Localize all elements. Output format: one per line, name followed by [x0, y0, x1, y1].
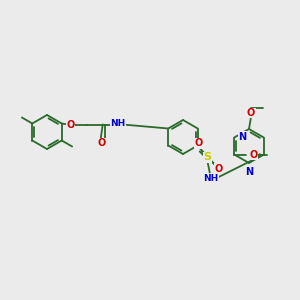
Text: NH: NH: [203, 174, 218, 183]
Text: O: O: [214, 164, 223, 173]
Text: O: O: [98, 139, 106, 148]
Text: NH: NH: [110, 119, 125, 128]
Text: S: S: [204, 152, 212, 163]
Text: O: O: [247, 108, 255, 118]
Text: N: N: [245, 167, 253, 177]
Text: N: N: [238, 131, 246, 142]
Text: O: O: [67, 119, 75, 130]
Text: O: O: [249, 149, 257, 160]
Text: O: O: [195, 139, 203, 148]
